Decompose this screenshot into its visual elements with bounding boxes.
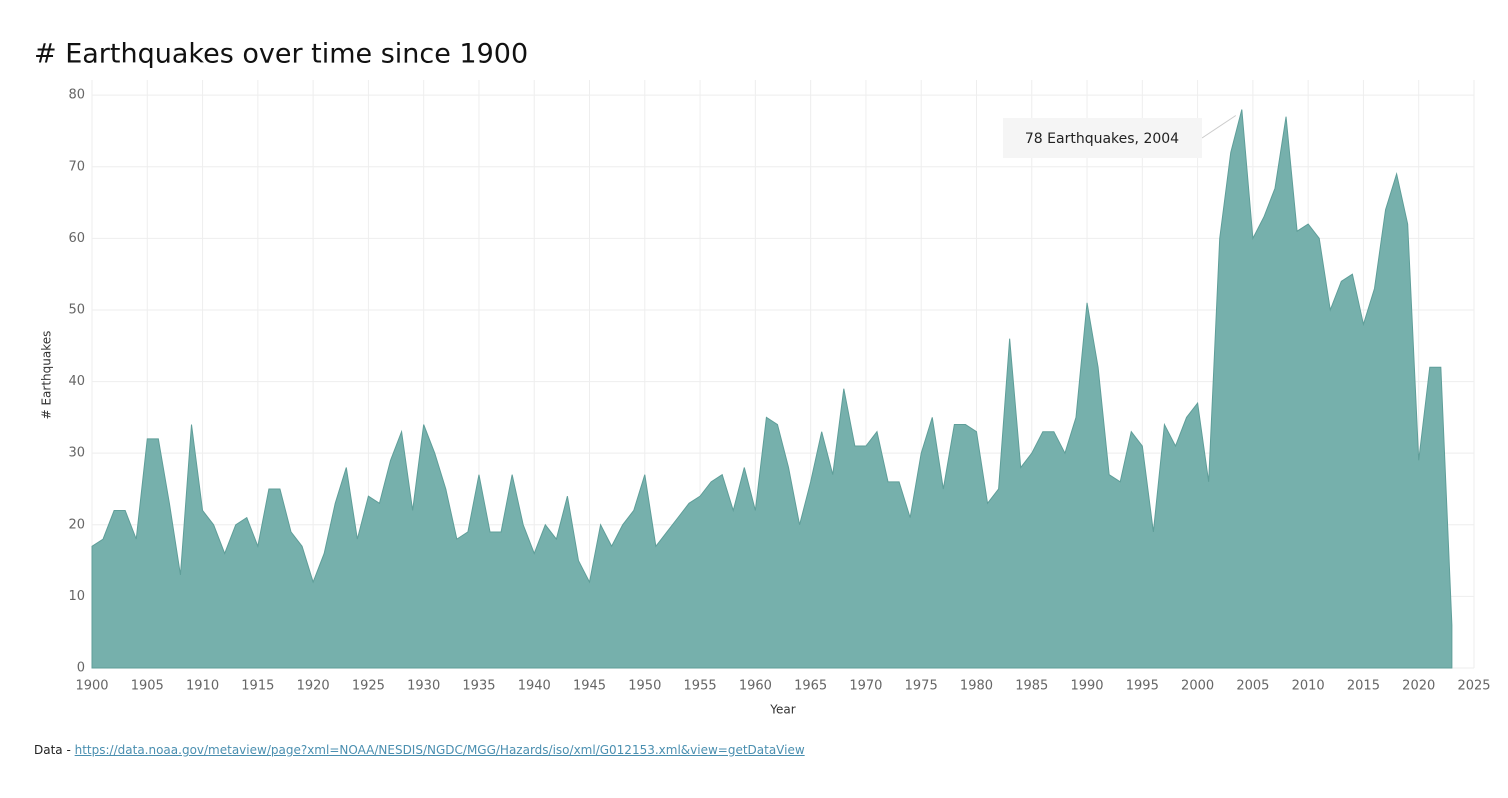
y-axis-title: # Earthquakes [40,331,54,420]
x-tick-label: 1940 [518,679,551,694]
y-tick-label: 0 [77,661,85,676]
footer-label: Data - [34,743,71,757]
x-tick-label: 1915 [241,679,274,694]
x-tick-label: 1950 [628,679,661,694]
x-tick-label: 1920 [297,679,330,694]
y-tick-label: 30 [68,446,85,461]
x-tick-label: 1945 [573,679,606,694]
footer: Data - https://data.noaa.gov/metaview/pa… [34,743,805,757]
x-tick-label: 1985 [1015,679,1048,694]
y-tick-label: 10 [68,589,85,604]
x-tick-label: 1970 [849,679,882,694]
x-tick-label: 1975 [905,679,938,694]
x-tick-label: 1980 [960,679,993,694]
x-axis-title: Year [769,703,795,717]
x-tick-label: 2000 [1181,679,1214,694]
x-tick-label: 1955 [684,679,717,694]
x-tick-label: 2005 [1236,679,1269,694]
x-tick-label: 1905 [131,679,164,694]
y-tick-label: 50 [68,302,85,317]
y-tick-label: 20 [68,517,85,532]
x-tick-label: 2025 [1457,679,1490,694]
x-tick-label: 1995 [1126,679,1159,694]
x-tick-label: 1960 [739,679,772,694]
x-tick-label: 1990 [1070,679,1103,694]
x-tick-label: 1900 [75,679,108,694]
x-tick-label: 2015 [1347,679,1380,694]
chart-title: # Earthquakes over time since 1900 [34,39,528,70]
y-tick-label: 40 [68,374,85,389]
x-tick-label: 1935 [462,679,495,694]
x-tick-label: 1925 [352,679,385,694]
annotation-box [1003,118,1202,158]
x-tick-label: 1930 [407,679,440,694]
data-link[interactable]: https://data.noaa.gov/metaview/page?xml=… [74,743,805,757]
x-tick-label: 1965 [794,679,827,694]
y-tick-label: 80 [68,88,85,103]
x-tick-label: 1910 [186,679,219,694]
annotation: 78 Earthquakes, 2004 [1025,131,1179,147]
annotation-leader [1201,115,1237,139]
area [91,109,1453,669]
x-tick-label: 2020 [1402,679,1435,694]
x-tick-label: 2010 [1292,679,1325,694]
y-tick-label: 60 [68,231,85,246]
y-tick-label: 70 [68,159,85,174]
